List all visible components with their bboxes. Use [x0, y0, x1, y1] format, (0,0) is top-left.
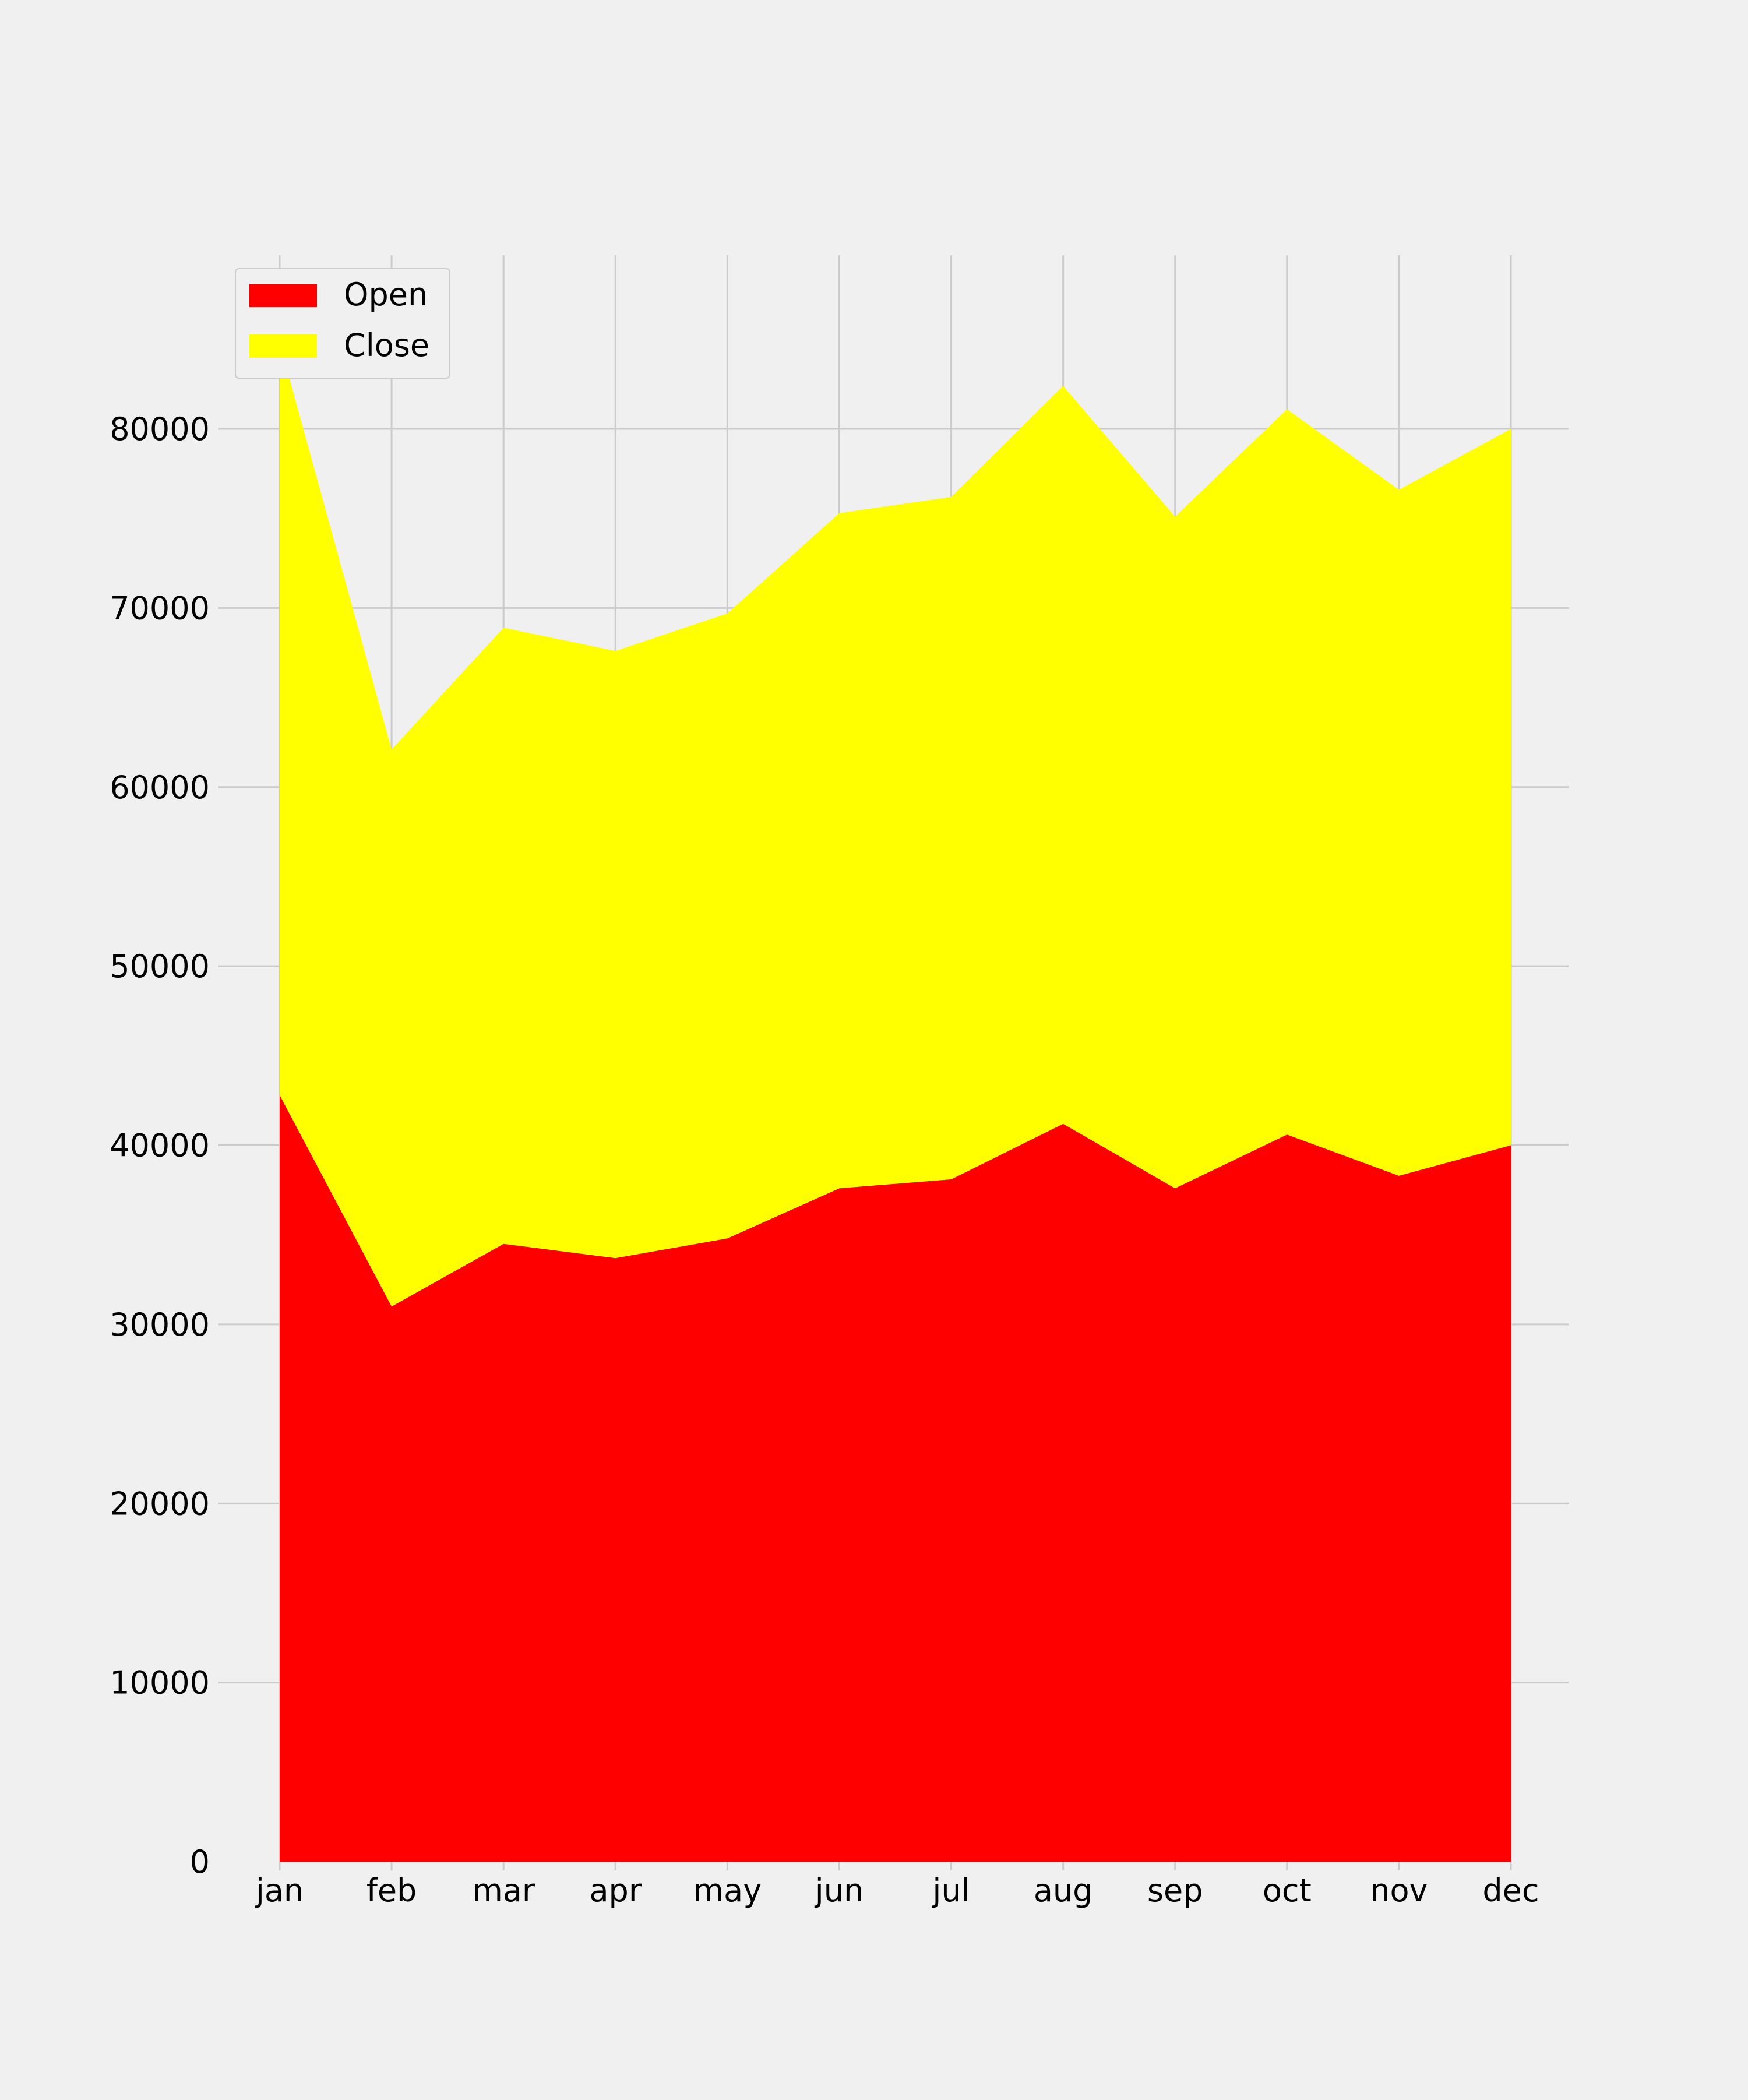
y-tick-label-10000: 10000: [110, 1665, 210, 1701]
x-tick-label-oct: oct: [1263, 1872, 1312, 1909]
area-layer: [280, 343, 1511, 1862]
area-close: [280, 343, 1511, 1307]
legend: Open Close: [235, 268, 450, 379]
y-tick-label-80000: 80000: [110, 411, 210, 448]
y-tick-label-0: 0: [190, 1844, 210, 1880]
legend-label-close: Close: [344, 327, 429, 364]
x-tick-label-jun: jun: [815, 1872, 864, 1909]
x-tick-label-may: may: [693, 1872, 762, 1909]
legend-swatch-close: [249, 334, 317, 358]
y-tick-label-40000: 40000: [110, 1127, 210, 1164]
y-tick-label-50000: 50000: [110, 948, 210, 985]
y-tick-label-30000: 30000: [110, 1306, 210, 1343]
x-tick-label-dec: dec: [1482, 1872, 1539, 1909]
legend-swatch-open: [249, 284, 317, 307]
x-tick-label-sep: sep: [1147, 1872, 1203, 1909]
x-tick-label-apr: apr: [589, 1872, 642, 1909]
x-tick-label-feb: feb: [366, 1872, 417, 1909]
legend-label-open: Open: [344, 276, 428, 313]
x-tick-labels: jan feb mar apr may jun jul aug sep oct nov dec: [255, 1872, 1539, 1909]
y-tick-labels: 0 10000 20000 30000 40000 50000 60000 70000 8000…: [110, 411, 210, 1880]
x-tick-label-nov: nov: [1370, 1872, 1428, 1909]
x-tick-label-jul: jul: [932, 1872, 970, 1909]
y-tick-label-20000: 20000: [110, 1485, 210, 1522]
x-tick-label-aug: aug: [1034, 1872, 1093, 1909]
y-tick-label-70000: 70000: [110, 590, 210, 626]
x-tick-label-mar: mar: [472, 1872, 535, 1909]
x-tick-label-jan: jan: [255, 1872, 304, 1909]
area-open: [280, 1095, 1511, 1862]
y-tick-label-60000: 60000: [110, 769, 210, 806]
